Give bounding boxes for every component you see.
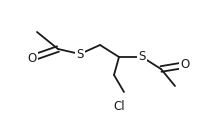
Text: O: O [180, 58, 190, 72]
Text: S: S [138, 51, 146, 64]
Text: O: O [27, 52, 37, 65]
Text: S: S [76, 48, 84, 61]
Text: Cl: Cl [113, 101, 125, 113]
